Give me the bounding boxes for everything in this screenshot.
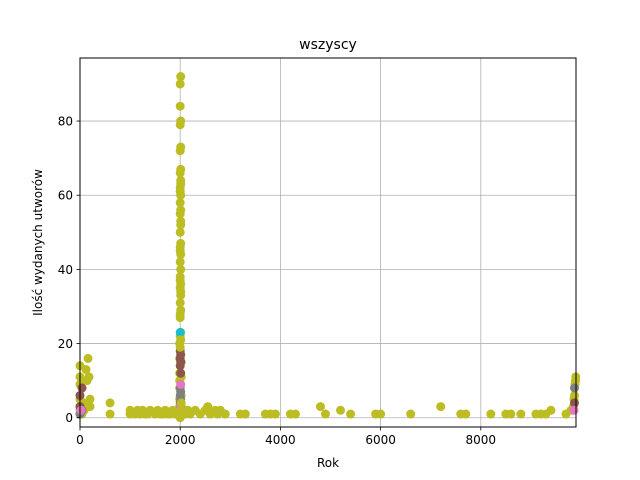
x-tick-label: 8000 [466,433,497,447]
data-point [175,313,185,323]
y-tick-label: 80 [58,115,73,129]
plot-area [80,58,576,427]
data-point [461,409,471,419]
data-point [105,398,115,408]
data-point [77,383,87,393]
data-point [175,227,185,237]
data-point [83,353,93,363]
chart-title: wszyscy [299,37,357,53]
data-point [436,402,446,412]
data-point [240,409,250,419]
data-point [290,409,300,419]
data-point [203,402,213,412]
data-point [220,409,230,419]
data-point [176,368,186,378]
data-point [336,405,346,415]
data-point [516,409,526,419]
data-point [176,305,186,315]
data-point [569,405,579,415]
data-point [569,383,579,393]
y-tick-label: 40 [58,263,73,277]
data-point [176,116,186,126]
data-point [569,390,579,400]
data-point [270,409,280,419]
data-point [176,287,186,297]
plot-frame [79,57,577,428]
data-point [176,335,186,345]
data-point [175,298,185,308]
y-tick-label: 0 [65,411,73,425]
data-point [176,357,186,367]
data-point [175,79,185,89]
x-tick-label: 2000 [165,433,196,447]
axis-ticks: 0 2000 4000 6000 8000 0 20 40 60 80 [58,115,496,447]
data-point [486,409,496,419]
data-point [176,405,186,415]
data-point [406,409,416,419]
data-point [506,409,516,419]
data-point [175,342,185,352]
data-point [175,257,185,267]
y-tick-label: 20 [58,337,73,351]
data-point [176,142,186,152]
data-point [376,409,386,419]
data-point [175,242,185,252]
data-point [176,72,186,82]
data-point [176,379,186,389]
data-point [176,164,186,174]
x-tick-label: 0 [76,433,84,447]
data-point [546,405,556,415]
data-point [176,205,186,215]
data-point [176,350,186,360]
data-point [176,264,186,274]
data-point [175,187,185,197]
data-point [84,372,94,382]
x-tick-label: 4000 [265,433,296,447]
data-point [76,405,86,415]
data-point [346,409,356,419]
data-point [105,409,115,419]
data-points [75,72,581,423]
x-axis-label: Rok [317,456,339,470]
data-point [176,387,186,397]
y-axis-label: Ilość wydanych utworów [31,169,45,316]
data-point [315,402,325,412]
data-point [81,365,91,375]
data-point [176,398,186,408]
data-point [175,413,185,423]
data-point [176,250,186,260]
data-point [85,402,95,412]
x-tick-label: 6000 [365,433,396,447]
data-point [175,276,185,286]
data-point [175,327,185,337]
data-point [176,179,186,189]
data-point [85,394,95,404]
data-point [176,216,186,226]
data-point [320,409,330,419]
data-point [175,198,185,208]
data-point [569,398,579,408]
data-point [175,101,185,111]
y-tick-label: 60 [58,189,73,203]
